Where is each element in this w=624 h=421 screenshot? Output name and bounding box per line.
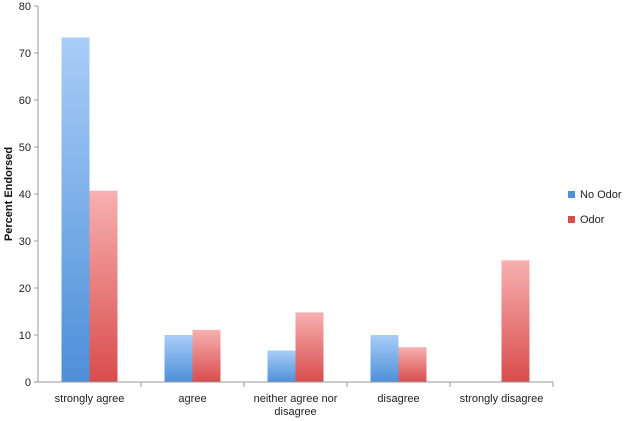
category-label: strongly agree: [55, 393, 125, 405]
y-axis-label: Percent Endorsed: [3, 147, 15, 241]
y-tick-label: 40: [19, 189, 31, 201]
bar-odor: [398, 347, 427, 382]
y-tick-label: 10: [19, 330, 31, 342]
bar-no-odor: [370, 335, 399, 382]
bar-no-odor: [164, 335, 193, 382]
category-label: disagree: [377, 393, 419, 405]
legend-label: No Odor: [580, 189, 622, 201]
y-tick-label: 20: [19, 283, 31, 295]
category-label: disagree: [274, 406, 316, 418]
category-labels: strongly agree agree neither agree nordisa…: [55, 393, 544, 418]
category-label: strongly disagree: [460, 393, 544, 405]
legend: No Odor Odor: [568, 189, 622, 226]
y-tick-label: 80: [19, 1, 31, 13]
x-ticks: [140, 382, 554, 387]
bar-odor: [501, 260, 530, 382]
legend-swatch: [568, 216, 575, 223]
axes: [37, 6, 553, 383]
y-ticks: 0 10 20 30 40 50 60 70 80: [19, 1, 38, 389]
bar-odor: [192, 329, 221, 382]
y-tick-label: 70: [19, 48, 31, 60]
y-tick-label: 50: [19, 142, 31, 154]
y-tick-label: 60: [19, 95, 31, 107]
category-label: neither agree nor: [254, 393, 338, 405]
y-tick-label: 30: [19, 236, 31, 248]
bar-no-odor: [267, 350, 296, 382]
bar-odor: [295, 312, 324, 382]
bar-no-odor: [61, 37, 90, 383]
legend-label: Odor: [580, 214, 605, 226]
legend-swatch: [568, 191, 575, 198]
bars: [61, 37, 530, 383]
y-tick-label: 0: [25, 377, 31, 389]
bar-odor: [89, 190, 118, 382]
category-label: agree: [178, 393, 206, 405]
